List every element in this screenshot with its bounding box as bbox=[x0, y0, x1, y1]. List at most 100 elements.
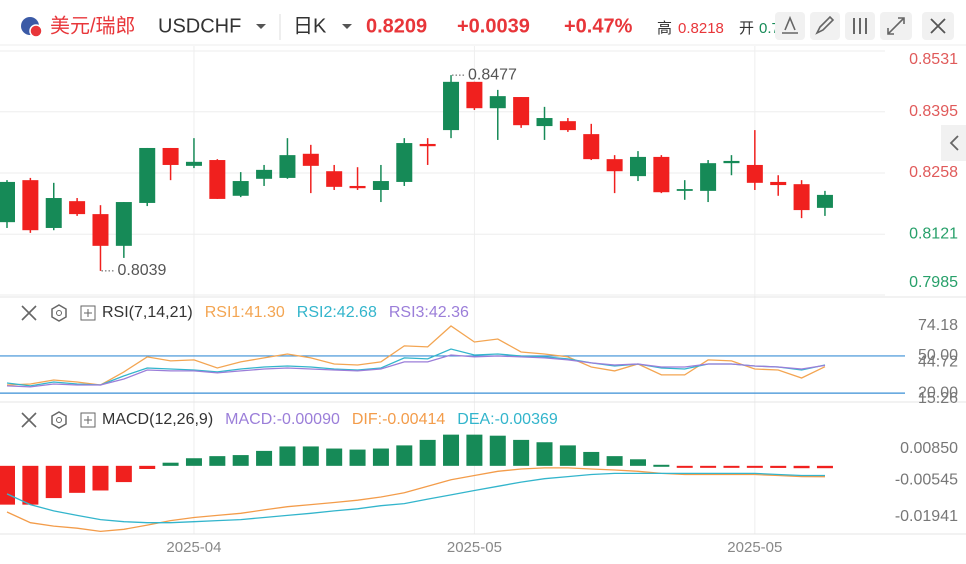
candle-body bbox=[0, 181, 15, 223]
pair-name[interactable]: 美元/瑞郎 bbox=[50, 14, 136, 37]
macd-bar bbox=[162, 462, 179, 466]
expand-indicator-plus bbox=[84, 416, 92, 424]
expand-indicator[interactable] bbox=[80, 305, 96, 321]
side-toggle-icon bbox=[949, 135, 959, 151]
x-tick-label: 2025-05 bbox=[447, 539, 502, 556]
rsi-line bbox=[6, 348, 826, 387]
legend-entry: DEA:-0.00369 bbox=[457, 411, 558, 428]
macd-bar bbox=[466, 434, 483, 466]
level-label: 20.00 bbox=[918, 384, 958, 401]
high-label: 高 bbox=[657, 20, 672, 37]
candle-body bbox=[372, 181, 389, 190]
y-tick-label: 44.72 bbox=[918, 354, 958, 371]
macd-bar bbox=[536, 442, 553, 466]
tool-button[interactable] bbox=[810, 12, 840, 40]
period[interactable]: 日K bbox=[293, 15, 327, 37]
pair-symbol[interactable]: USDCHF bbox=[158, 15, 241, 37]
candle-body bbox=[45, 198, 62, 228]
macd-bar bbox=[22, 465, 39, 505]
y-tick-label: 0.7985 bbox=[909, 274, 958, 291]
low-annotation: 0.8039 bbox=[117, 262, 166, 279]
macd-bar bbox=[700, 465, 717, 468]
candle-body bbox=[279, 155, 296, 178]
macd-bar bbox=[583, 451, 600, 466]
candle-body bbox=[396, 143, 413, 182]
candle-body bbox=[606, 159, 623, 172]
price: 0.8209 bbox=[366, 15, 427, 37]
macd-bar bbox=[676, 465, 693, 468]
candle-body bbox=[162, 147, 179, 165]
remove-indicator[interactable] bbox=[21, 305, 37, 321]
symbol-dropdown[interactable] bbox=[256, 24, 266, 29]
macd-bar bbox=[209, 456, 226, 466]
y-tick-label: 0.00850 bbox=[900, 440, 958, 457]
y-tick-label: 15.26 bbox=[918, 390, 958, 407]
macd-bar bbox=[256, 450, 273, 466]
candle-body bbox=[302, 153, 319, 166]
indicator-title: RSI(7,14,21) bbox=[102, 304, 193, 321]
rsi-line bbox=[6, 325, 826, 386]
legend-entry: MACD:-0.00090 bbox=[225, 411, 340, 428]
change: +0.0039 bbox=[457, 15, 530, 37]
y-tick-label: 0.8395 bbox=[909, 103, 958, 120]
indicator-title: MACD(12,26,9) bbox=[102, 411, 213, 428]
candle-body bbox=[816, 194, 833, 208]
tool-icon bbox=[782, 15, 798, 34]
x-tick-label: 2025-05 bbox=[727, 539, 782, 556]
plot: 2025-04 2025-05 2025-05 0.8531 0.8395 0.8258 0… bbox=[0, 51, 958, 556]
candle-body bbox=[466, 81, 483, 109]
macd-bar bbox=[723, 465, 740, 468]
close-icon bbox=[930, 18, 946, 34]
candle-body bbox=[489, 96, 506, 109]
candle-body bbox=[232, 181, 249, 196]
y-tick-label: 0.8121 bbox=[909, 225, 958, 242]
candle-body bbox=[69, 201, 86, 215]
macd-controls bbox=[21, 411, 96, 429]
remove-indicator[interactable] bbox=[21, 412, 37, 428]
macd-bar bbox=[0, 465, 15, 505]
settings-indicator-dot bbox=[56, 417, 62, 423]
candle-body bbox=[723, 160, 740, 164]
macd-bar bbox=[302, 446, 319, 466]
open-value: 0.7 bbox=[759, 20, 780, 37]
candle-body bbox=[22, 180, 39, 231]
macd-bar bbox=[185, 458, 202, 466]
candle-body bbox=[770, 181, 787, 186]
settings-indicator[interactable] bbox=[51, 304, 67, 322]
candle-body bbox=[700, 163, 717, 191]
y-tick-label: 0.8258 bbox=[909, 164, 958, 181]
macd-bar bbox=[770, 465, 787, 468]
y-tick-label: -0.00545 bbox=[895, 471, 958, 488]
macd-bar bbox=[139, 465, 156, 469]
macd-bar bbox=[443, 434, 460, 466]
macd-line bbox=[6, 472, 825, 524]
macd-bar bbox=[606, 456, 623, 466]
rsi-controls bbox=[21, 304, 96, 322]
candle-body bbox=[326, 171, 343, 187]
period-dropdown[interactable] bbox=[342, 24, 352, 29]
header: 美元/瑞郎 USDCHF 日K 0.8209 +0.0039 +0.47% 高 … bbox=[21, 12, 954, 40]
candle-body bbox=[653, 156, 670, 193]
settings-indicator[interactable] bbox=[51, 411, 67, 429]
level-label: 50.00 bbox=[918, 347, 958, 364]
candle-body bbox=[185, 161, 202, 166]
flag-icon-overlay bbox=[29, 24, 43, 38]
rsi-line bbox=[6, 354, 826, 388]
high-annotation: 0.8477 bbox=[468, 66, 517, 83]
legend-entry: RSI3:42.36 bbox=[389, 304, 469, 321]
macd-bar bbox=[489, 435, 506, 466]
macd-bar bbox=[69, 465, 86, 493]
x-tick-label: 2025-04 bbox=[166, 539, 221, 556]
macd-bar bbox=[816, 465, 833, 469]
macd-bar bbox=[326, 448, 343, 466]
y-tick-label: 74.18 bbox=[918, 317, 958, 334]
expand-indicator[interactable] bbox=[80, 412, 96, 428]
candle-body bbox=[349, 185, 366, 189]
macd-bar bbox=[115, 465, 132, 483]
candle-body bbox=[536, 118, 553, 127]
side-toggle-button[interactable] bbox=[941, 125, 966, 161]
candle-body bbox=[256, 169, 273, 179]
candle-body bbox=[139, 147, 156, 203]
y-tick-label: 0.8531 bbox=[909, 51, 958, 68]
